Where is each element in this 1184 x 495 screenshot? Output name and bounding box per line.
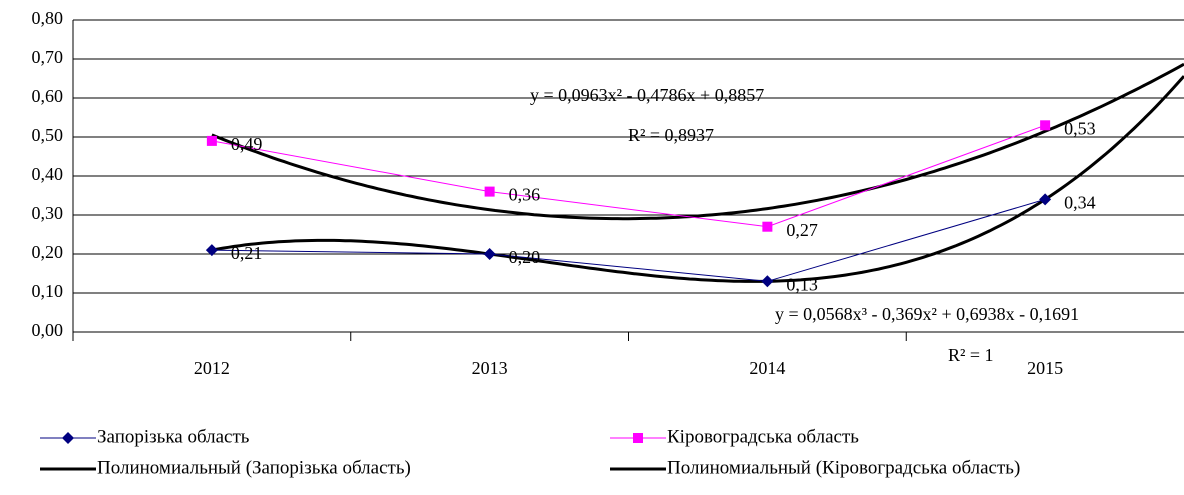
y-tick-label: 0,00 [32, 320, 64, 340]
marker [761, 275, 774, 288]
x-tick-label: 2012 [194, 358, 230, 378]
data-label: 0,27 [786, 220, 818, 240]
legend-label: Полиномиальный (Кіровоградська область) [667, 457, 1020, 478]
marker [1039, 193, 1052, 206]
data-label: 0,49 [231, 134, 263, 154]
y-tick-label: 0,50 [32, 125, 64, 145]
legend-label: Полиномиальный (Запорізька область) [97, 457, 411, 478]
y-tick-label: 0,10 [32, 281, 64, 301]
series-line [211, 124, 1046, 228]
data-label: 0,34 [1064, 193, 1096, 213]
data-label: 0,20 [509, 247, 541, 267]
data-label: 0,21 [231, 243, 263, 263]
y-tick-label: 0,60 [32, 86, 64, 106]
legend-label: Запорізька область [97, 426, 250, 447]
x-tick-label: 2015 [1027, 358, 1063, 378]
annotation: y = 0,0568x³ - 0,369x² + 0,6938x - 0,169… [775, 304, 1079, 324]
trendline [211, 75, 1184, 283]
series-line [211, 198, 1046, 282]
marker [762, 221, 773, 232]
trendline [211, 62, 1184, 221]
marker [205, 244, 218, 257]
y-tick-label: 0,20 [32, 242, 64, 262]
y-tick-label: 0,40 [32, 164, 64, 184]
annotation: y = 0,0963x² - 0,4786x + 0,8857 [530, 85, 764, 105]
x-tick-label: 2014 [749, 358, 785, 378]
annotation: R² = 0,8937 [628, 125, 714, 145]
legend-marker [633, 433, 643, 443]
marker [206, 135, 217, 146]
marker [484, 186, 495, 197]
marker [1040, 120, 1051, 131]
y-tick-label: 0,30 [32, 203, 64, 223]
data-label: 0,36 [509, 185, 541, 205]
x-tick-label: 2013 [472, 358, 508, 378]
legend-marker [62, 432, 74, 444]
y-tick-label: 0,80 [32, 8, 64, 28]
y-tick-label: 0,70 [32, 47, 64, 67]
annotation: R² = 1 [948, 345, 994, 365]
legend-label: Кіровоградська область [667, 426, 859, 447]
marker [483, 248, 496, 260]
data-label: 0,13 [786, 274, 818, 294]
data-label: 0,53 [1064, 118, 1096, 138]
